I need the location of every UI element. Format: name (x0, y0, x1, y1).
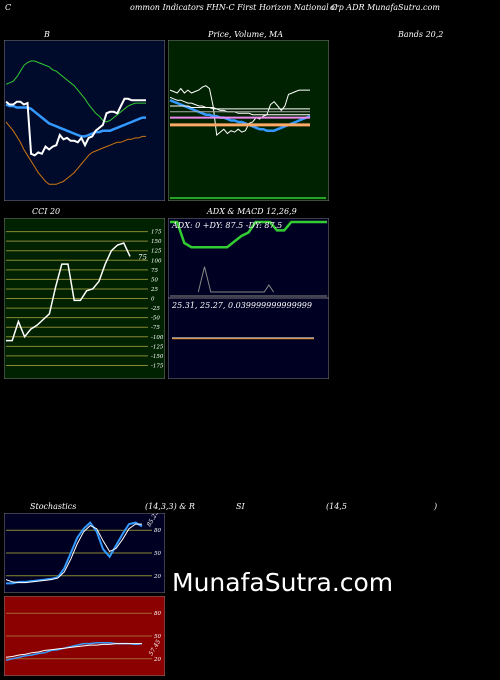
header-left: C (5, 3, 12, 12)
cci-tick-label: -175 (151, 363, 164, 369)
pv-ma-white-2-line (170, 105, 310, 110)
adx-label: ADX: 0 +DY: 87.5 -DY: 87.5 (171, 221, 282, 230)
macd-chart: 25.31, 25.27, 0.039999999999999 (168, 298, 329, 379)
adx-macd-title: ADX & MACD 12,26,9 (207, 207, 297, 216)
cci-title: CCI 20 (32, 207, 61, 216)
rsi-tick-label: 80 (154, 611, 161, 617)
cci-tick-label: -25 (151, 306, 160, 312)
cci-tick-label: -50 (151, 316, 160, 322)
macd-label: 25.31, 25.27, 0.039999999999999 (171, 301, 312, 310)
bollinger-price-line (5, 97, 146, 157)
cci-tick-label: 125 (151, 249, 162, 255)
cci-tick-label: 50 (151, 277, 158, 283)
header-site: orp ADR MunafaSutra.com (330, 3, 440, 12)
bollinger-title-right: Bands 20,2 (398, 30, 444, 39)
cci-tick-label: -100 (151, 335, 164, 341)
watermark: MunafaSutra.com (172, 568, 394, 597)
stoch-d-line (5, 523, 142, 584)
stoch-tick-label: 80 (154, 528, 161, 534)
rsi-ref-line (5, 643, 142, 658)
stoch-title-d: (14,5 (326, 502, 347, 511)
adx-chart: ADX: 0 +DY: 87.5 -DY: 87.5 (168, 218, 329, 298)
bollinger-title-left: B (44, 30, 50, 39)
adx-background (168, 218, 329, 298)
header-title: ommon Indicators FHN-C First Horizon Nat… (130, 3, 338, 12)
stoch-title-b: (14,3,3) & R (145, 502, 195, 511)
cci-tick-label: -150 (151, 354, 164, 360)
pv-ma-white-1-line (169, 96, 310, 116)
bollinger-chart (4, 40, 165, 201)
stoch-title-a: Stochastics (30, 502, 77, 511)
stoch-k-line (6, 521, 143, 585)
rsi-tick-label: 20 (153, 657, 161, 663)
bollinger-middle-line (5, 103, 146, 138)
pv-price-line (169, 85, 310, 136)
stoch-tick-label: 20 (153, 574, 161, 580)
cci-tick-label: 75 (151, 268, 158, 274)
cci-tick-label: 100 (151, 258, 162, 264)
cci-line (6, 242, 131, 342)
cci-tick-label: 25 (150, 287, 158, 293)
cci-chart: 175 150 125 100 75 50 25 0 -25 -50 -75 -100 -125 -150… (4, 218, 165, 379)
price-volume-background (168, 40, 329, 201)
adx-dy-line (197, 266, 275, 293)
stoch-title-e: ) (434, 502, 438, 511)
cci-tick-label: 0 (151, 297, 155, 303)
stoch-tick-label: 50 (154, 551, 161, 557)
cci-tick-label: -125 (151, 344, 164, 350)
cci-tick-label: 175 (151, 230, 162, 236)
bollinger-upper-line (5, 60, 146, 123)
cci-tick-label: -75 (151, 325, 160, 331)
stoch-title-c: SI (236, 502, 245, 511)
price-volume-chart (168, 40, 329, 201)
cci-tick-label: 150 (151, 239, 162, 245)
bollinger-lower-line (5, 121, 146, 185)
adx-line (170, 220, 327, 249)
rsi-tick-label: 50 (154, 634, 161, 640)
cci-last-value: 75 (138, 253, 147, 261)
price-volume-ma-title: Price, Volume, MA (208, 30, 284, 39)
